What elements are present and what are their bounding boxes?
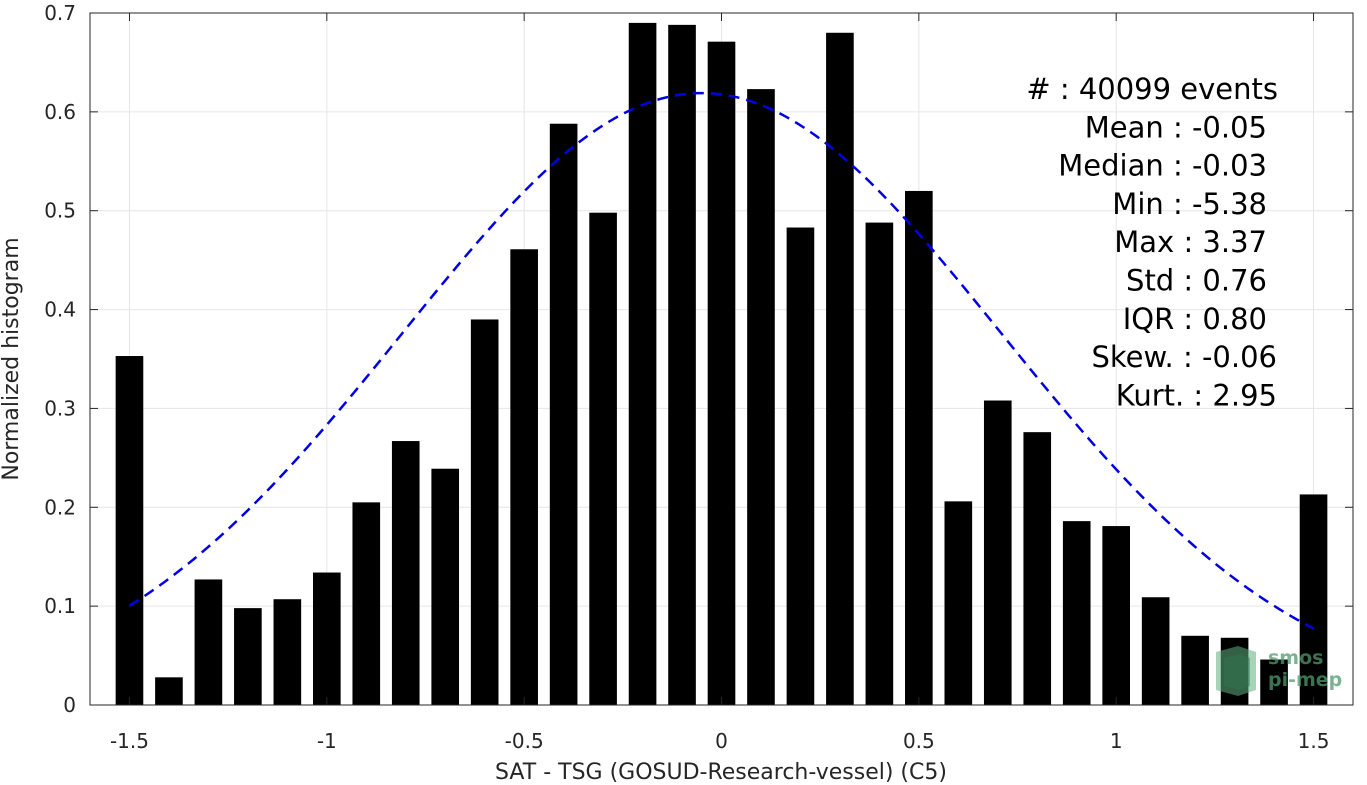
y-tick-label: 0.7 <box>44 1 76 25</box>
stat-line: Max : 3.37 <box>1114 225 1267 259</box>
y-tick-label: 0 <box>63 693 76 717</box>
y-ticks: 0 0.1 0.2 0.3 0.4 0.5 0.6 0.7 <box>44 1 1353 717</box>
histogram-bar <box>826 32 854 706</box>
stat-line: Min : -5.38 <box>1112 187 1267 221</box>
normal-fit-curve <box>128 91 1315 630</box>
histogram-bar <box>194 579 223 705</box>
stat-line: Std : 0.76 <box>1126 264 1267 298</box>
logo-text-smos: smos <box>1268 647 1323 669</box>
stat-line: # : 40099 events <box>1026 72 1278 106</box>
histogram-bar <box>273 599 302 705</box>
histogram-bar <box>312 572 341 705</box>
histogram-bar <box>747 89 775 706</box>
histogram-bar <box>1141 597 1170 705</box>
histogram-bar <box>115 356 144 705</box>
stat-line: IQR : 0.80 <box>1123 302 1267 336</box>
logo-cube-icon <box>1216 646 1256 696</box>
smos-pimep-logo: smos pi-mep <box>1216 646 1342 696</box>
logo-text-pimep: pi-mep <box>1268 669 1342 691</box>
statistics-box: # : 40099 events Mean : -0.05 Median : -0.… <box>1026 72 1278 412</box>
stat-line: Kurt. : 2.95 <box>1116 378 1277 412</box>
histogram-bar <box>983 400 1012 705</box>
histogram-bar <box>1062 521 1091 705</box>
y-tick-label: 0.3 <box>44 396 76 420</box>
histogram-bar <box>1260 659 1288 705</box>
histogram-bar <box>944 501 973 705</box>
x-ticks: -1.5 -1 -0.5 0 0.5 1 1.5 <box>110 13 1329 753</box>
histogram-bar <box>905 190 933 705</box>
x-tick-label: 1.5 <box>1298 729 1330 753</box>
y-tick-label: 0.1 <box>44 594 76 618</box>
histogram-bar <box>707 41 736 705</box>
histogram-bar <box>155 677 183 705</box>
histogram-bar <box>1023 432 1052 705</box>
x-tick-label: -0.5 <box>505 729 544 753</box>
histogram-bar <box>234 608 262 705</box>
histogram-bar <box>1299 494 1328 705</box>
histogram-bar <box>470 319 499 705</box>
histogram-bar <box>1102 526 1131 705</box>
y-tick-label: 0.6 <box>44 100 76 124</box>
histogram-bar <box>589 212 617 706</box>
histogram-bar <box>431 468 460 705</box>
histogram-bar <box>865 222 894 705</box>
stat-line: Median : -0.03 <box>1058 149 1267 183</box>
x-tick-label: -1.5 <box>110 729 149 753</box>
histogram-bar <box>786 227 815 705</box>
histogram-bar <box>668 24 696 706</box>
x-axis-label: SAT - TSG (GOSUD-Research-vessel) (C5) <box>495 760 947 785</box>
y-axis-label: Normalized histogram <box>0 237 24 480</box>
histogram-bar <box>1181 635 1209 705</box>
histogram-bar <box>510 249 538 706</box>
stat-line: Skew. : -0.06 <box>1091 340 1277 374</box>
histogram-bar <box>628 22 657 705</box>
y-tick-label: 0.4 <box>44 298 76 322</box>
stat-line: Mean : -0.05 <box>1085 110 1267 144</box>
histogram-bar <box>391 441 420 705</box>
histogram-bar <box>549 123 578 706</box>
x-tick-label: 0.5 <box>903 729 935 753</box>
y-tick-label: 0.2 <box>44 495 76 519</box>
histogram-bar <box>352 502 381 705</box>
y-tick-label: 0.5 <box>44 199 76 223</box>
histogram-bars <box>115 22 1328 706</box>
x-tick-label: -1 <box>317 729 337 753</box>
x-tick-label: 1 <box>1110 729 1123 753</box>
x-tick-label: 0 <box>715 729 728 753</box>
